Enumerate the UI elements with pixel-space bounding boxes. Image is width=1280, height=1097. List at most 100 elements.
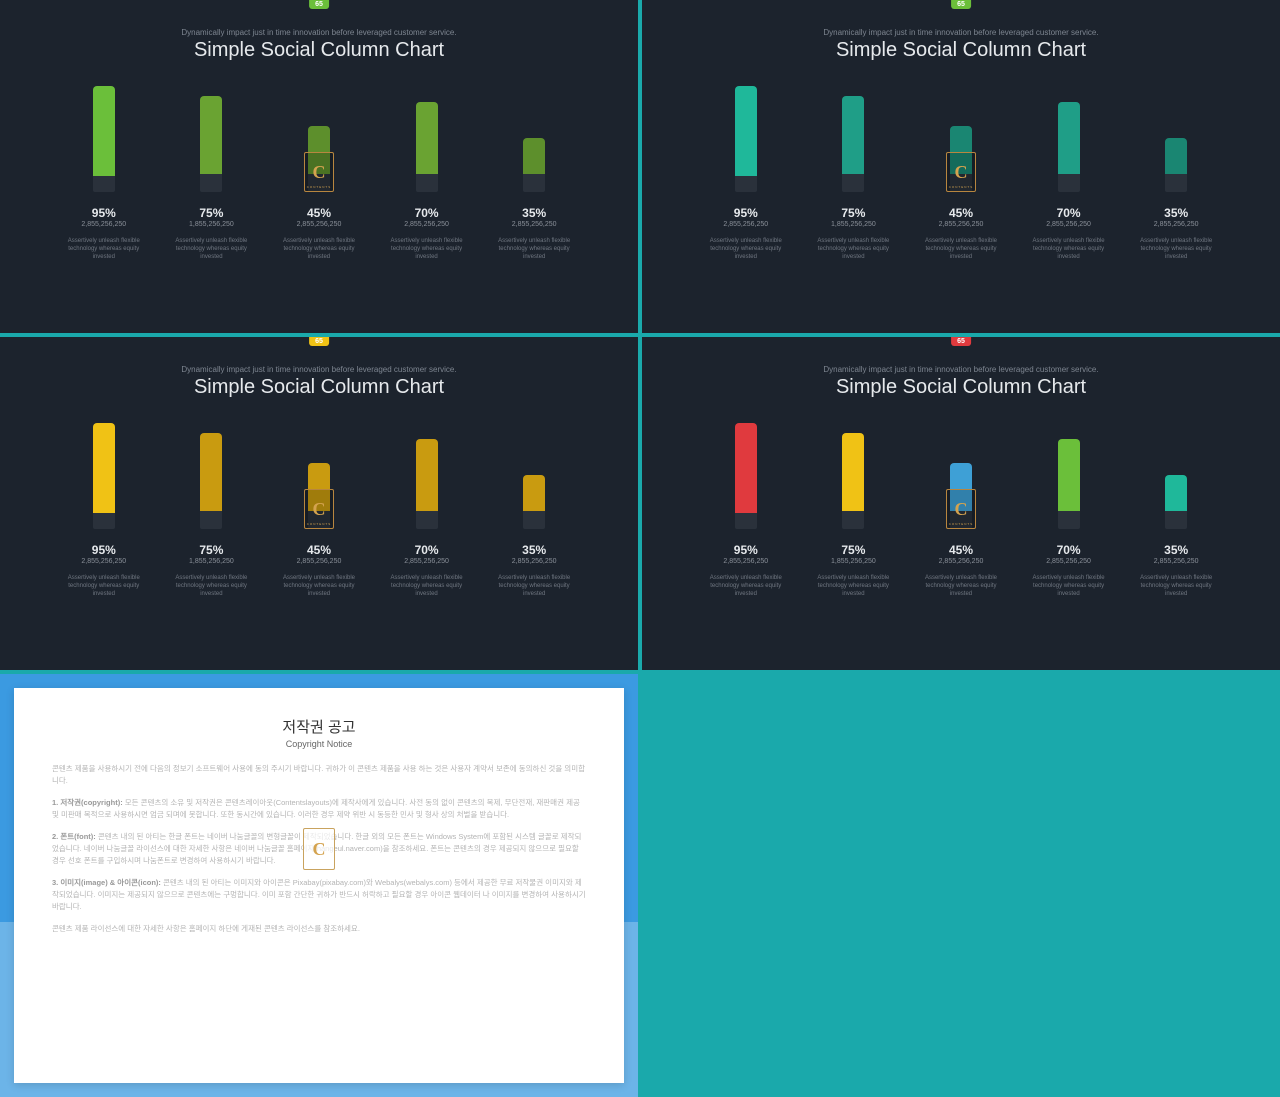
bar-base [1165, 511, 1187, 529]
number: 2,855,256,250 [1137, 221, 1215, 228]
description: Assertively unleash flexible technology … [922, 575, 1000, 598]
title: Simple Social Column Chart [0, 39, 638, 62]
bar-wrap [1058, 423, 1080, 529]
bar-wrap [735, 86, 757, 192]
percent: 75% [814, 543, 892, 557]
bar-wrap [416, 86, 438, 192]
copyright-p2-head: 2. 폰트(font): [52, 832, 96, 841]
chart-column [65, 423, 143, 529]
bar-wrap [93, 423, 115, 529]
bar [735, 423, 757, 513]
bar [842, 433, 864, 511]
panel-3: 65 Dynamically impact just in time innov… [0, 337, 638, 670]
chart-column [707, 86, 785, 192]
percent: 95% [65, 206, 143, 220]
copyright-page: 저작권 공고 Copyright Notice 콘텐츠 제품을 사용하시기 전에… [14, 688, 624, 1083]
copyright-p3-head: 3. 이미지(image) & 아이콘(icon): [52, 878, 161, 887]
description: Assertively unleash flexible technology … [922, 238, 1000, 261]
chart-column [388, 86, 466, 192]
chart-column: CCONTENTS [280, 86, 358, 192]
number: 2,855,256,250 [495, 558, 573, 565]
percent: 95% [707, 206, 785, 220]
bar-base [93, 176, 115, 192]
copyright-body: 콘텐츠 제품을 사용하시기 전에 다음의 정보기 소프트웨어 사용에 동의 주시… [52, 763, 586, 935]
stat-block: 70%2,855,256,250Assertively unleash flex… [1030, 543, 1108, 598]
copyright-p1: 1. 저작권(copyright): 모든 콘텐츠의 소유 및 저작권은 콘텐츠… [52, 797, 586, 821]
subtitle: Dynamically impact just in time innovati… [0, 365, 638, 374]
number: 2,855,256,250 [495, 221, 573, 228]
bar [416, 439, 438, 511]
logo-letter: C [312, 162, 325, 183]
panel-badge: 65 [951, 337, 971, 346]
percent: 70% [388, 543, 466, 557]
description: Assertively unleash flexible technology … [280, 238, 358, 261]
number: 1,855,256,250 [172, 221, 250, 228]
logo-badge: CCONTENTS [304, 152, 334, 192]
description: Assertively unleash flexible technology … [280, 575, 358, 598]
number: 2,855,256,250 [280, 221, 358, 228]
empty-cell [642, 674, 1280, 1097]
description: Assertively unleash flexible technology … [1030, 238, 1108, 261]
number: 2,855,256,250 [922, 221, 1000, 228]
bar [1058, 439, 1080, 511]
bar-base [93, 513, 115, 529]
bar-wrap [93, 86, 115, 192]
logo-word: CONTENTS [307, 522, 332, 526]
stat-block: 95%2,855,256,250Assertively unleash flex… [65, 206, 143, 261]
stat-block: 45%2,855,256,250Assertively unleash flex… [280, 206, 358, 261]
description: Assertively unleash flexible technology … [814, 238, 892, 261]
title: Simple Social Column Chart [642, 376, 1280, 399]
panel-badge: 65 [951, 0, 971, 9]
bar-wrap [416, 423, 438, 529]
stats-row: 95%2,855,256,250Assertively unleash flex… [642, 543, 1280, 598]
description: Assertively unleash flexible technology … [1137, 238, 1215, 261]
stat-block: 45%2,855,256,250Assertively unleash flex… [280, 543, 358, 598]
percent: 95% [707, 543, 785, 557]
number: 2,855,256,250 [1137, 558, 1215, 565]
bar-wrap [842, 86, 864, 192]
description: Assertively unleash flexible technology … [1137, 575, 1215, 598]
chart-row: CCONTENTS [642, 423, 1280, 529]
stat-block: 35%2,855,256,250Assertively unleash flex… [495, 206, 573, 261]
bar-wrap [200, 86, 222, 192]
copyright-p3: 3. 이미지(image) & 아이콘(icon): 콘텐츠 내의 된 아티는 … [52, 877, 586, 913]
panel-4: 65 Dynamically impact just in time innov… [642, 337, 1280, 670]
bar-wrap [523, 86, 545, 192]
number: 2,855,256,250 [388, 221, 466, 228]
stat-block: 35%2,855,256,250Assertively unleash flex… [495, 543, 573, 598]
chart-column [65, 86, 143, 192]
bar [200, 96, 222, 174]
logo-word: CONTENTS [949, 185, 974, 189]
chart-column [1030, 86, 1108, 192]
number: 2,855,256,250 [707, 558, 785, 565]
description: Assertively unleash flexible technology … [65, 238, 143, 261]
panel-1: 65 Dynamically impact just in time innov… [0, 0, 638, 333]
bar-base [523, 174, 545, 192]
bar-base [842, 511, 864, 529]
stat-block: 75%1,855,256,250Assertively unleash flex… [172, 206, 250, 261]
number: 2,855,256,250 [280, 558, 358, 565]
logo-badge: C [303, 828, 335, 870]
chart-column [814, 86, 892, 192]
logo-badge: CCONTENTS [946, 489, 976, 529]
bar-base [842, 174, 864, 192]
stat-block: 75%1,855,256,250Assertively unleash flex… [172, 543, 250, 598]
bar-wrap: CCONTENTS [308, 86, 330, 192]
bar [416, 102, 438, 174]
logo-letter: C [312, 499, 325, 520]
copyright-p1-body: 모든 콘텐츠의 소유 및 저작권은 콘텐츠레이아웃(Contentslayout… [52, 798, 580, 819]
description: Assertively unleash flexible technology … [1030, 575, 1108, 598]
chart-column: CCONTENTS [922, 86, 1000, 192]
number: 2,855,256,250 [707, 221, 785, 228]
chart-column [495, 423, 573, 529]
stat-block: 35%2,855,256,250Assertively unleash flex… [1137, 206, 1215, 261]
description: Assertively unleash flexible technology … [388, 238, 466, 261]
bar-wrap [1165, 423, 1187, 529]
percent: 35% [1137, 543, 1215, 557]
title: Simple Social Column Chart [642, 39, 1280, 62]
chart-column [1030, 423, 1108, 529]
panel-2: 65 Dynamically impact just in time innov… [642, 0, 1280, 333]
logo-word: CONTENTS [949, 522, 974, 526]
chart-column [1137, 423, 1215, 529]
title: Simple Social Column Chart [0, 376, 638, 399]
